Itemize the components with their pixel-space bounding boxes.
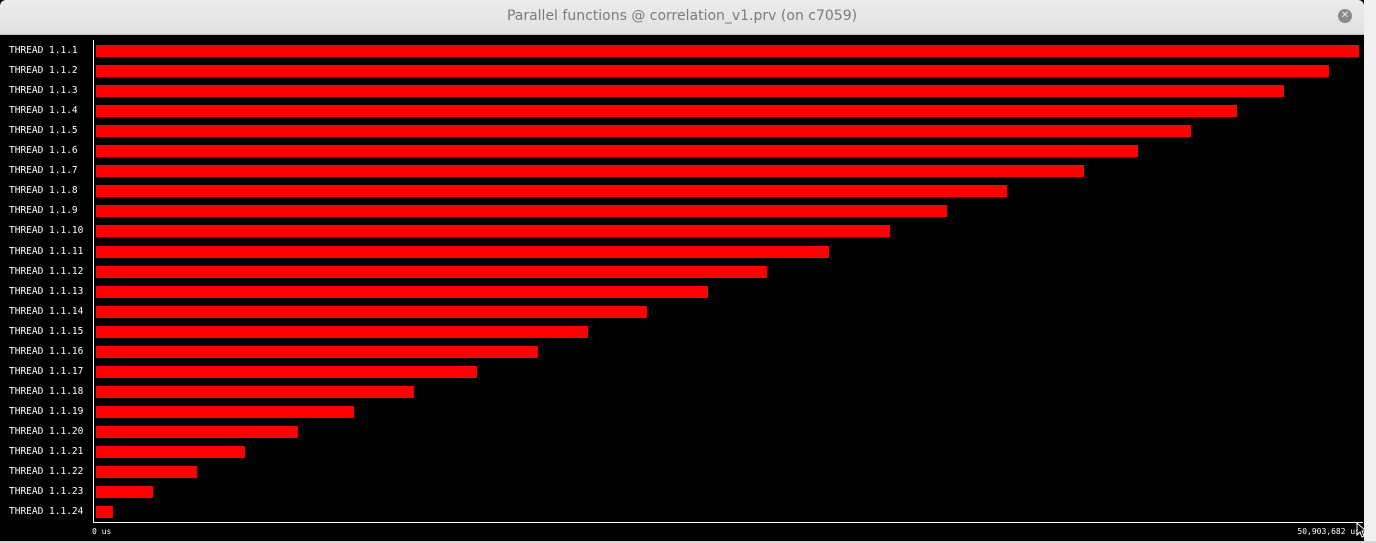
thread-bar[interactable] xyxy=(96,486,153,498)
thread-label: THREAD 1.1.5 xyxy=(9,125,78,136)
thread-bar[interactable] xyxy=(96,85,1284,97)
thread-bar[interactable] xyxy=(96,326,588,338)
window-title: Parallel functions @ correlation_v1.prv … xyxy=(506,8,858,24)
thread-label: THREAD 1.1.14 xyxy=(9,306,84,317)
close-icon[interactable]: ✕ xyxy=(1338,9,1352,23)
mouse-pointer-icon xyxy=(1356,522,1366,538)
thread-label: THREAD 1.1.10 xyxy=(9,225,84,236)
thread-bar[interactable] xyxy=(96,266,767,278)
thread-label: THREAD 1.1.6 xyxy=(9,145,78,156)
thread-bar[interactable] xyxy=(96,446,245,458)
x-axis-line xyxy=(93,522,1363,523)
thread-bar[interactable] xyxy=(96,65,1329,77)
thread-bar[interactable] xyxy=(96,466,197,478)
thread-bar[interactable] xyxy=(96,426,298,438)
thread-label: THREAD 1.1.16 xyxy=(9,346,84,357)
y-axis-line xyxy=(93,40,94,522)
thread-bar[interactable] xyxy=(96,386,414,398)
thread-label: THREAD 1.1.1 xyxy=(9,45,78,56)
thread-bar[interactable] xyxy=(96,406,354,418)
thread-label: THREAD 1.1.3 xyxy=(9,85,78,96)
x-axis-end-label: 50,903,682 us xyxy=(1297,527,1360,536)
thread-label: THREAD 1.1.7 xyxy=(9,165,78,176)
thread-label: THREAD 1.1.17 xyxy=(9,366,84,377)
thread-label: THREAD 1.1.19 xyxy=(9,406,84,417)
thread-label: THREAD 1.1.23 xyxy=(9,486,84,497)
thread-bar[interactable] xyxy=(96,165,1084,177)
thread-bar[interactable] xyxy=(96,45,1359,57)
thread-label: THREAD 1.1.18 xyxy=(9,386,84,397)
window-right-edge xyxy=(1364,0,1376,543)
thread-bar[interactable] xyxy=(96,306,647,318)
thread-label: THREAD 1.1.24 xyxy=(9,506,84,517)
thread-label: THREAD 1.1.8 xyxy=(9,185,78,196)
window-bottom-edge xyxy=(0,541,1376,543)
thread-bar[interactable] xyxy=(96,286,708,298)
thread-label: THREAD 1.1.11 xyxy=(9,246,84,257)
thread-bar[interactable] xyxy=(96,225,890,237)
thread-bar[interactable] xyxy=(96,185,1007,197)
thread-label: THREAD 1.1.13 xyxy=(9,286,84,297)
thread-bar[interactable] xyxy=(96,506,113,518)
thread-bar[interactable] xyxy=(96,366,477,378)
thread-bar[interactable] xyxy=(96,346,538,358)
thread-bar[interactable] xyxy=(96,145,1138,157)
thread-label: THREAD 1.1.12 xyxy=(9,266,84,277)
title-bar[interactable]: Parallel functions @ correlation_v1.prv … xyxy=(0,0,1364,35)
thread-label: THREAD 1.1.2 xyxy=(9,65,78,76)
thread-label: THREAD 1.1.4 xyxy=(9,105,78,116)
thread-label: THREAD 1.1.9 xyxy=(9,205,78,216)
thread-label: THREAD 1.1.22 xyxy=(9,466,84,477)
thread-bar[interactable] xyxy=(96,205,947,217)
thread-label: THREAD 1.1.15 xyxy=(9,326,84,337)
x-axis-start-label: 0 us xyxy=(92,527,112,536)
thread-label: THREAD 1.1.20 xyxy=(9,426,84,437)
thread-bar[interactable] xyxy=(96,125,1191,137)
thread-bar[interactable] xyxy=(96,105,1237,117)
thread-label: THREAD 1.1.21 xyxy=(9,446,84,457)
thread-bar[interactable] xyxy=(96,246,829,258)
